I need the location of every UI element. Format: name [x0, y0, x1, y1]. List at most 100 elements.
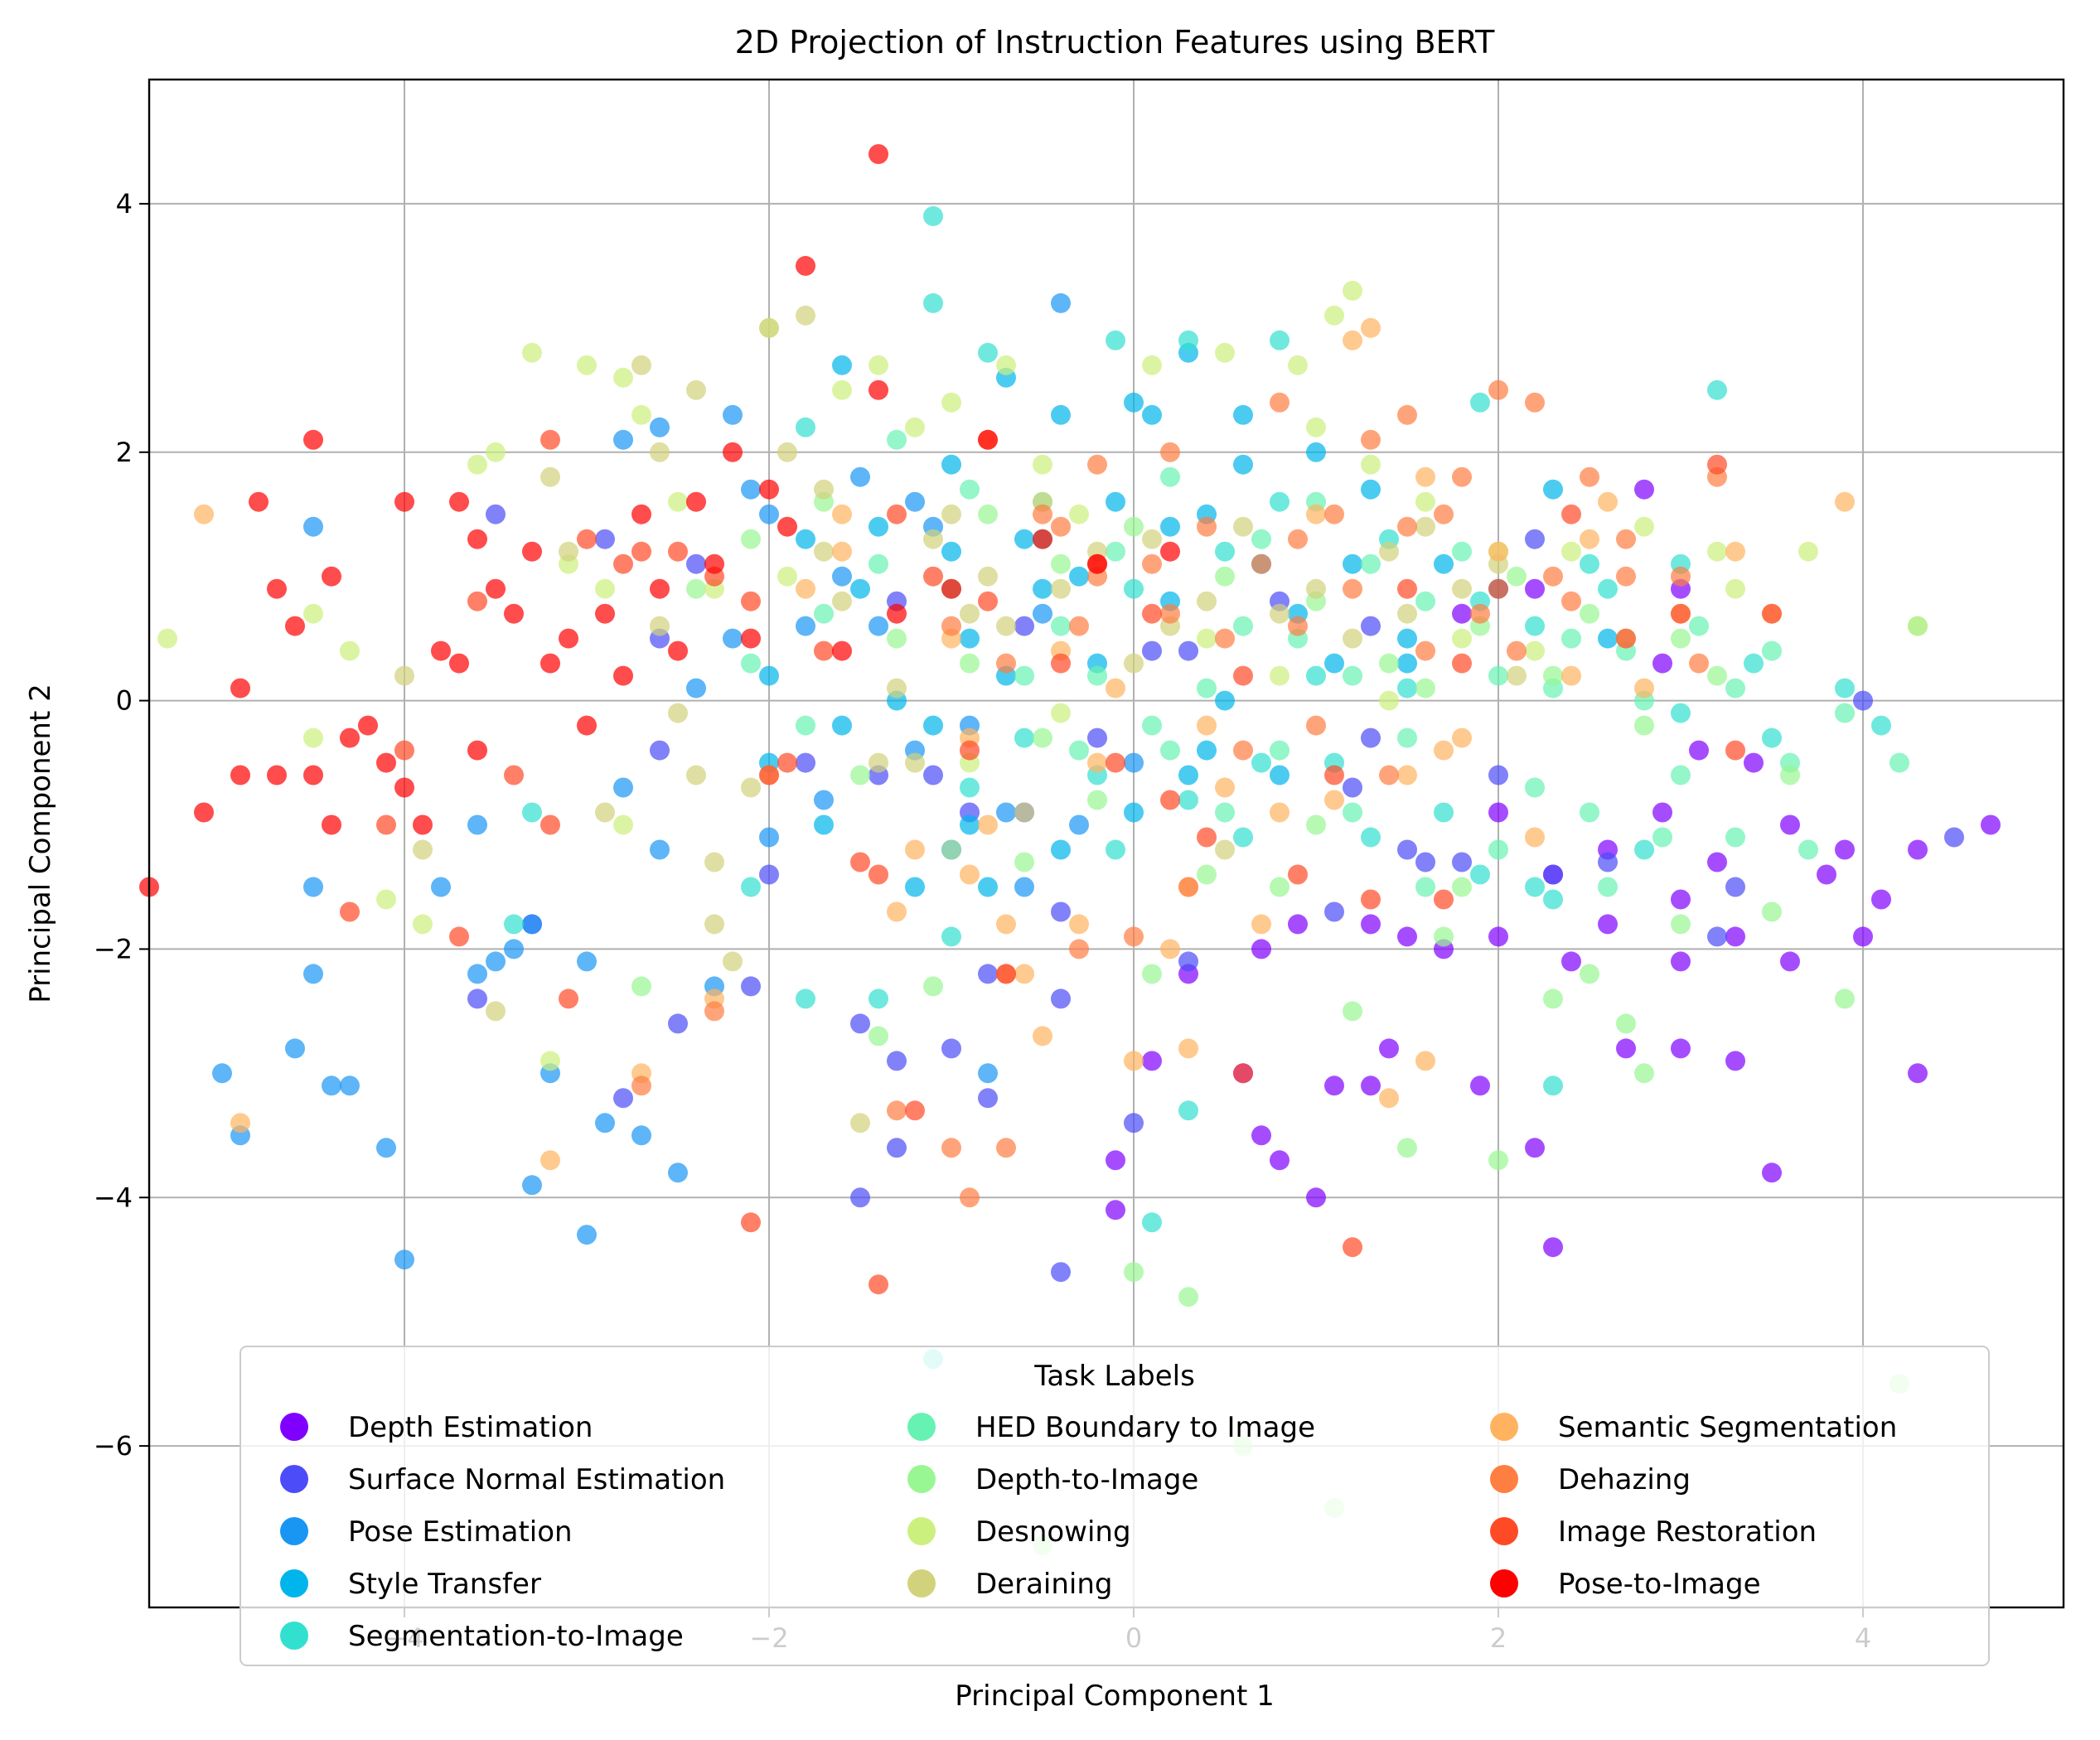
data-point	[559, 541, 578, 562]
data-point	[905, 752, 925, 773]
data-point	[759, 827, 779, 848]
data-point	[1415, 1051, 1435, 1071]
data-point	[832, 504, 852, 524]
data-point	[796, 988, 815, 1009]
data-point	[869, 1026, 888, 1046]
data-point	[1762, 1162, 1782, 1183]
legend-marker	[1490, 1465, 1518, 1493]
data-point	[1725, 541, 1745, 562]
data-point	[796, 752, 815, 773]
data-point	[650, 442, 670, 462]
data-point	[522, 342, 542, 363]
data-point	[230, 1113, 250, 1133]
data-point	[686, 678, 706, 698]
data-point	[650, 417, 670, 437]
legend-entry: Style Transfer	[280, 1568, 541, 1601]
data-point	[1306, 442, 1326, 462]
data-point	[631, 976, 651, 997]
data-point	[777, 516, 797, 537]
data-point	[1033, 578, 1052, 599]
data-point	[1488, 379, 1508, 400]
data-point	[1361, 429, 1381, 450]
data-point	[1397, 653, 1417, 674]
data-point	[1835, 678, 1855, 698]
series-3	[759, 342, 1618, 897]
legend-marker	[1490, 1413, 1518, 1441]
data-point	[1197, 678, 1217, 698]
data-point	[394, 491, 414, 512]
data-point	[850, 852, 870, 872]
legend-label: Desnowing	[975, 1515, 1131, 1549]
legend-entry: Semantic Segmentation	[1490, 1411, 1897, 1444]
data-point	[1890, 752, 1909, 773]
data-point	[1051, 1262, 1071, 1283]
data-point	[504, 939, 524, 959]
data-point	[1470, 1075, 1490, 1096]
data-point	[1106, 1150, 1125, 1171]
data-point	[996, 914, 1016, 935]
data-point	[1671, 914, 1691, 935]
data-point	[1087, 752, 1107, 773]
data-point	[1725, 578, 1745, 599]
data-point	[1160, 790, 1180, 810]
data-point	[358, 715, 378, 736]
data-point	[1233, 740, 1253, 761]
data-point	[1288, 914, 1308, 935]
data-point	[905, 877, 925, 897]
data-point	[1160, 442, 1180, 462]
data-point	[1306, 1187, 1326, 1208]
data-point	[1725, 926, 1745, 947]
data-point	[941, 1138, 961, 1158]
data-point	[923, 765, 943, 785]
data-point	[887, 504, 907, 524]
data-point	[1014, 727, 1034, 748]
data-point	[1652, 802, 1672, 823]
data-point	[1270, 1150, 1290, 1171]
data-point	[941, 504, 961, 524]
data-point	[1306, 814, 1326, 835]
data-point	[1233, 516, 1253, 537]
data-point	[704, 1001, 724, 1022]
y-tick-label: −2	[94, 933, 133, 964]
data-point	[1725, 740, 1745, 761]
data-point	[1580, 553, 1599, 574]
data-point	[1033, 727, 1052, 748]
data-point	[1288, 616, 1308, 636]
data-point	[668, 1162, 688, 1183]
data-point	[1051, 553, 1071, 574]
data-point	[686, 491, 706, 512]
data-point	[1124, 1113, 1144, 1133]
data-point	[1124, 1051, 1144, 1071]
data-point	[1616, 1038, 1636, 1059]
data-point	[996, 1138, 1016, 1158]
data-point	[1124, 392, 1144, 413]
data-point	[887, 678, 907, 698]
data-point	[869, 752, 888, 773]
data-point	[1142, 553, 1162, 574]
data-point	[960, 814, 980, 835]
data-point	[1908, 839, 1928, 860]
data-point	[1270, 802, 1290, 823]
data-point	[1087, 727, 1107, 748]
legend-entry: Surface Normal Estimation	[280, 1463, 725, 1496]
data-point	[230, 765, 250, 785]
data-point	[1324, 765, 1344, 785]
data-point	[1306, 665, 1326, 686]
data-point	[1051, 988, 1071, 1009]
data-point	[1233, 404, 1253, 425]
data-point	[1525, 1138, 1545, 1158]
data-point	[1270, 740, 1290, 761]
legend-marker	[280, 1465, 308, 1493]
data-point	[1415, 466, 1435, 487]
data-point	[704, 914, 724, 935]
data-point	[376, 889, 396, 910]
data-point	[322, 566, 341, 587]
data-point	[905, 417, 925, 437]
data-point	[1051, 901, 1071, 922]
data-point	[1361, 616, 1381, 636]
data-point	[486, 578, 506, 599]
data-point	[631, 504, 651, 524]
series-11	[340, 429, 1782, 1295]
data-point	[1197, 628, 1217, 649]
